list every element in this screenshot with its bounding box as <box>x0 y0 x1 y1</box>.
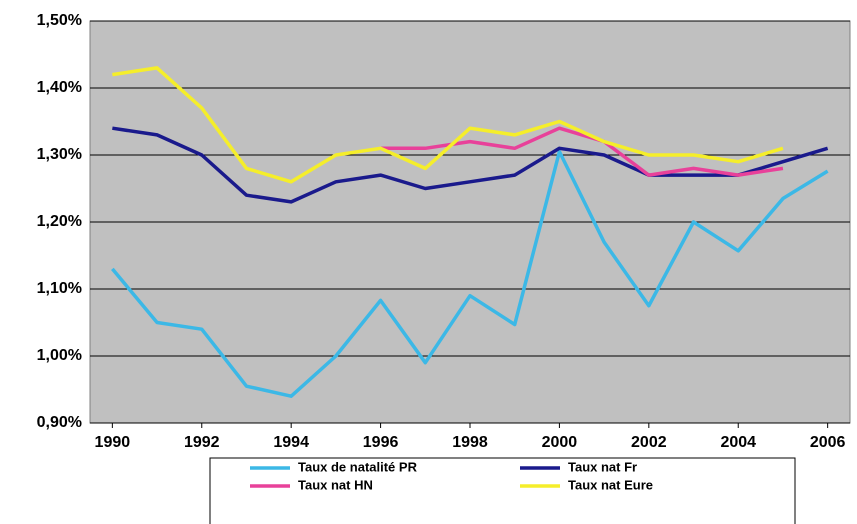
legend-label: Taux nat Fr <box>568 459 637 474</box>
x-tick-label: 1994 <box>273 434 309 451</box>
x-tick-label: 2002 <box>631 434 667 451</box>
y-tick-label: 1,30% <box>37 146 82 163</box>
series-line <box>111 149 829 398</box>
legend-label: Taux nat Eure <box>568 477 653 492</box>
legend-label: Taux de natalité PR <box>298 459 418 474</box>
x-tick-label: 1990 <box>95 434 131 451</box>
x-tick-label: 2000 <box>542 434 578 451</box>
x-tick-label: 2004 <box>720 434 756 451</box>
legend-label: Taux nat HN <box>298 477 373 492</box>
y-tick-label: 0,90% <box>37 414 82 431</box>
x-tick-label: 1998 <box>452 434 488 451</box>
x-tick-label: 2006 <box>810 434 846 451</box>
y-tick-label: 1,00% <box>37 347 82 364</box>
y-tick-label: 1,20% <box>37 213 82 230</box>
series-line <box>112 66 784 184</box>
x-tick-label: 1996 <box>363 434 399 451</box>
series-line <box>380 126 784 177</box>
series-line <box>112 126 829 204</box>
y-tick-label: 1,50% <box>37 12 82 29</box>
legend-box <box>209 457 796 524</box>
y-tick-label: 1,40% <box>37 79 82 96</box>
y-tick-label: 1,10% <box>37 280 82 297</box>
x-tick-label: 1992 <box>184 434 220 451</box>
